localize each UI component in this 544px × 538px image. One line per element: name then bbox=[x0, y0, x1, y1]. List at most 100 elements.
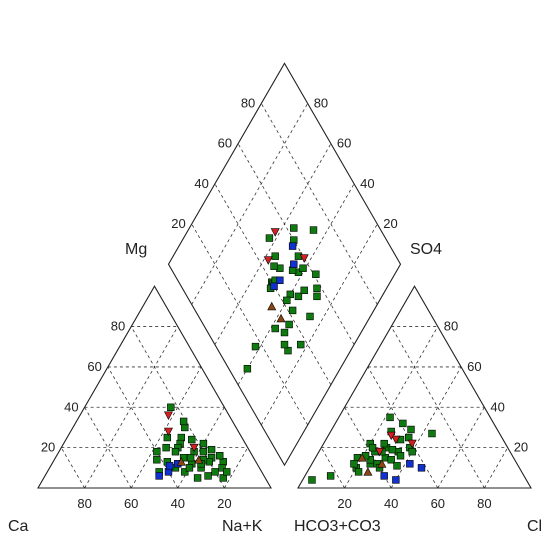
diamond-grid-a-4 bbox=[191, 103, 309, 305]
diamond-point-3-0 bbox=[276, 313, 286, 323]
diamond-right-tick-3: 80 bbox=[314, 95, 328, 110]
anion-cl-tick-0: 20 bbox=[337, 496, 351, 511]
diamond bbox=[167, 62, 402, 467]
cation-mg-tick-0: 20 bbox=[41, 440, 55, 455]
diamond-point-0-5 bbox=[294, 292, 303, 301]
diamond-point-2-1 bbox=[270, 228, 280, 237]
cation-grid-r-1 bbox=[84, 326, 179, 489]
anion-point-1-0 bbox=[406, 460, 414, 468]
diamond-point-2-0 bbox=[263, 256, 273, 265]
cation-point-2-0 bbox=[163, 427, 173, 437]
anion-point-2-3 bbox=[386, 431, 396, 441]
anion-point-0-24 bbox=[388, 445, 397, 454]
cation-point-0-34 bbox=[188, 435, 196, 444]
diamond-point-0-19 bbox=[312, 270, 320, 278]
diamond-point-0-18 bbox=[313, 284, 321, 293]
diamond-left-tick-1: 40 bbox=[194, 176, 208, 191]
anion-triangle bbox=[297, 285, 532, 489]
cation-point-0-24 bbox=[167, 403, 175, 411]
anion-point-3-0 bbox=[357, 453, 367, 462]
anion-so4-tick-2: 60 bbox=[467, 359, 481, 374]
cation-point-1-1 bbox=[155, 472, 163, 480]
diamond-right-tick-1: 40 bbox=[360, 176, 374, 191]
anion-point-0-20 bbox=[386, 413, 394, 422]
diamond-point-0-26 bbox=[297, 340, 305, 349]
cation-point-0-28 bbox=[199, 447, 208, 456]
diamond-point-0-21 bbox=[309, 226, 318, 234]
cation-point-0-1 bbox=[216, 452, 224, 460]
anion-point-0-29 bbox=[407, 425, 415, 434]
diamond-point-0-20 bbox=[299, 264, 307, 272]
cation-grid-r-2 bbox=[130, 366, 202, 489]
diamond-point-2-2 bbox=[299, 254, 309, 263]
cation-triangle bbox=[37, 285, 272, 489]
diamond-left-tick-3: 80 bbox=[241, 95, 255, 110]
cation-mg-tick-3: 80 bbox=[111, 319, 125, 334]
diamond-grid-a-1 bbox=[260, 223, 378, 426]
anion-point-2-2 bbox=[407, 439, 417, 449]
anion-cl-tick-3: 80 bbox=[477, 496, 491, 511]
anion-point-0-27 bbox=[393, 462, 401, 470]
cation-point-3-0 bbox=[194, 455, 204, 464]
diamond-right-tick-0: 20 bbox=[383, 216, 397, 231]
diamond-point-0-29 bbox=[290, 224, 298, 232]
anion-point-0-22 bbox=[387, 456, 395, 464]
anion-point-0-18 bbox=[408, 447, 416, 456]
cation-point-0-8 bbox=[211, 468, 219, 476]
anion-point-1-2 bbox=[392, 476, 400, 484]
cation-grid-l-2 bbox=[107, 366, 179, 489]
cation-point-0-30 bbox=[185, 464, 194, 472]
anion-cl-tick-2: 60 bbox=[431, 496, 445, 511]
cation-point-0-36 bbox=[163, 433, 172, 442]
cation-point-0-19 bbox=[193, 474, 202, 482]
anion-point-0-15 bbox=[368, 443, 377, 452]
point-layer bbox=[153, 224, 436, 484]
frame-layer bbox=[37, 62, 532, 489]
cation-point-0-23 bbox=[179, 417, 188, 426]
cation-ca-tick-0: 80 bbox=[77, 496, 91, 511]
anion-point-0-11 bbox=[396, 452, 405, 460]
cation-mg-tick-1: 40 bbox=[64, 399, 78, 414]
diamond-point-0-3 bbox=[280, 328, 289, 337]
cation-grid-r-4 bbox=[224, 447, 249, 489]
diamond-right-tick-2: 60 bbox=[337, 136, 351, 151]
anion-grid-l-4 bbox=[320, 447, 345, 489]
cation-point-0-20 bbox=[181, 468, 189, 476]
cation-point-2-1 bbox=[163, 411, 173, 420]
anion-cl-tick-1: 40 bbox=[384, 496, 398, 511]
anion-point-0-31 bbox=[326, 472, 335, 480]
anion-so4-tick-0: 20 bbox=[514, 440, 528, 455]
diamond-point-3-1 bbox=[267, 301, 277, 311]
diamond-grid-b-1 bbox=[191, 223, 309, 426]
anion-so4-tick-1: 40 bbox=[490, 399, 504, 414]
anion-point-1-1 bbox=[417, 464, 426, 472]
cation-ca-tick-1: 60 bbox=[124, 496, 138, 511]
cation-point-0-4 bbox=[207, 445, 216, 454]
label-nak: Na+K bbox=[222, 518, 263, 535]
cation-point-0-37 bbox=[223, 468, 231, 476]
diamond-grid-b-4 bbox=[260, 103, 378, 305]
cation-point-0-31 bbox=[186, 454, 195, 462]
label-so4: SO4 bbox=[410, 241, 442, 258]
anion-point-3-1 bbox=[363, 467, 373, 476]
anion-point-0-19 bbox=[399, 419, 407, 428]
diamond-point-1-0 bbox=[290, 260, 298, 268]
cation-mg-tick-2: 60 bbox=[87, 359, 101, 374]
diamond-point-0-8 bbox=[313, 292, 321, 301]
anion-point-2-1 bbox=[391, 435, 401, 445]
diamond-point-0-10 bbox=[283, 296, 291, 305]
diamond-point-1-2 bbox=[276, 276, 284, 284]
diamond-point-0-28 bbox=[271, 324, 279, 333]
anion-point-2-0 bbox=[375, 447, 385, 457]
anion-point-1-3 bbox=[380, 472, 388, 480]
anion-point-0-25 bbox=[380, 439, 388, 448]
diamond-point-0-27 bbox=[306, 312, 314, 321]
tick-layer: 80 20 20 20 20 20 60 40 40 40 40 40 40 60 60 60 60 60 20 80… bbox=[41, 95, 528, 511]
cation-point-0-18 bbox=[204, 472, 212, 480]
cation-point-0-27 bbox=[218, 464, 226, 472]
cation-point-0-25 bbox=[153, 456, 161, 464]
diamond-point-0-2 bbox=[285, 320, 293, 329]
anion-grid-r-2 bbox=[390, 366, 462, 489]
label-cl: Cl bbox=[527, 518, 542, 535]
